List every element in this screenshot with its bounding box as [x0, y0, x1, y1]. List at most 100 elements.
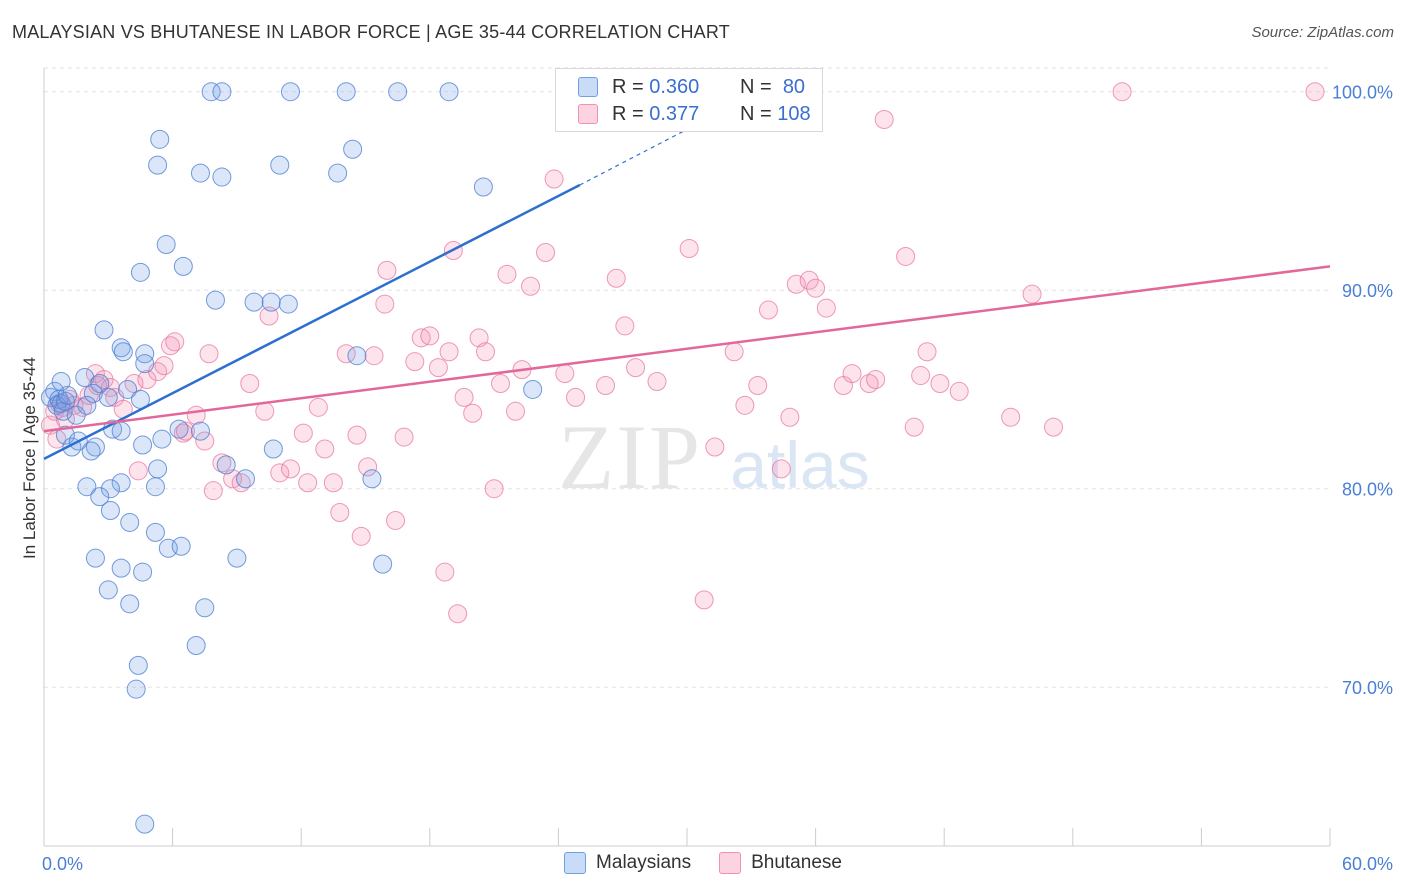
bhutanese-point [375, 294, 395, 314]
malaysians-point [100, 501, 120, 521]
malaysians-point [75, 368, 95, 388]
bhutanese-point [330, 503, 350, 523]
bhutanese-point [521, 276, 541, 296]
legend-item-bhutanese[interactable]: Bhutanese [719, 852, 842, 874]
malaysians-point [473, 177, 493, 197]
bhutanese-point [386, 510, 406, 530]
bhutanese-point [679, 239, 699, 259]
legend-swatch-malaysians [578, 77, 598, 97]
malaysians-point [190, 163, 210, 183]
malaysians-point [212, 82, 232, 102]
bhutanese-point [377, 260, 397, 280]
watermark: ZIP atlas [558, 406, 870, 508]
malaysians-point [388, 82, 408, 102]
bhutanese-point [435, 562, 455, 582]
bhutanese-point [195, 431, 215, 451]
malaysians-point [126, 679, 146, 699]
y-tick-label: 80.0% [1342, 480, 1393, 500]
series-legend: Malaysians Bhutanese [0, 852, 1406, 874]
malaysians-point [113, 342, 133, 362]
bhutanese-points [40, 82, 1325, 624]
legend-r-value: 0.377 [649, 102, 700, 125]
malaysians-point [148, 155, 168, 175]
malaysians-point [100, 479, 120, 499]
bhutanese-point [255, 401, 275, 421]
malaysians-point [235, 469, 255, 489]
malaysians-point [270, 155, 290, 175]
malaysians-point [278, 294, 298, 314]
legend-swatch-malaysians [564, 852, 587, 874]
bhutanese-point [1022, 284, 1042, 304]
bhutanese-point [280, 459, 300, 479]
malaysians-point [77, 395, 97, 415]
malaysians-trend-extension [579, 128, 688, 186]
malaysians-point [263, 439, 283, 459]
bhutanese-point [240, 373, 260, 393]
bhutanese-point [1112, 82, 1132, 102]
bhutanese-point [1001, 407, 1021, 427]
malaysians-point [58, 385, 78, 405]
malaysians-point [362, 469, 382, 489]
bhutanese-point [1305, 82, 1325, 102]
malaysians-point [156, 235, 176, 255]
malaysians-point [373, 554, 393, 574]
trend-lines [43, 128, 1331, 461]
bhutanese-point [758, 300, 778, 320]
legend-r-value: 0.360 [649, 75, 700, 98]
bhutanese-point [497, 264, 517, 284]
source-label: Source: ZipAtlas.com [1251, 24, 1394, 41]
bhutanese-point [874, 109, 894, 129]
watermark-zip: ZIP [558, 406, 702, 508]
malaysians-point [133, 562, 153, 582]
malaysians-point [148, 459, 168, 479]
malaysians-point [145, 522, 165, 542]
bhutanese-point [448, 604, 468, 624]
malaysians-point [195, 598, 215, 618]
bhutanese-point [199, 344, 219, 364]
malaysians-point [212, 167, 232, 187]
legend-item-malaysians[interactable]: Malaysians [564, 852, 691, 874]
bhutanese-point [1044, 417, 1064, 437]
malaysians-point [98, 387, 118, 407]
malaysians-point [171, 536, 191, 556]
malaysians-point [128, 655, 148, 675]
malaysians-point [51, 372, 71, 392]
stats-legend: R = 0.360 N = 80 R = 0.377 N = 108 [555, 68, 823, 132]
malaysians-point [205, 290, 225, 310]
bhutanese-point [405, 352, 425, 372]
legend-r-label: R = [612, 75, 644, 98]
malaysians-point [173, 256, 193, 276]
malaysians-point [201, 82, 221, 102]
bhutanese-point [137, 370, 157, 390]
bhutanese-point [771, 459, 791, 479]
malaysians-point [169, 419, 189, 439]
x-tick-label: 60.0% [1342, 854, 1393, 874]
malaysians-point [98, 580, 118, 600]
bhutanese-point [866, 370, 886, 390]
bhutanese-point [896, 246, 916, 266]
malaysians-point [186, 636, 206, 656]
bhutanese-point [816, 298, 836, 318]
malaysians-point [150, 129, 170, 149]
bhutanese-point [175, 421, 195, 441]
bhutanese-point [463, 403, 483, 423]
malaysians-point [120, 512, 140, 532]
malaysians-point [120, 594, 140, 614]
malaysians-point [94, 320, 114, 340]
malaysians-point [135, 354, 155, 374]
malaysians-point [439, 82, 459, 102]
bhutanese-point [506, 401, 526, 421]
bhutanese-point [491, 373, 511, 393]
x-ticks [43, 828, 1331, 846]
bhutanese-point [315, 439, 335, 459]
legend-r-label: R = [612, 102, 644, 125]
bhutanese-point [786, 274, 806, 294]
malaysians-point [135, 814, 155, 834]
bhutanese-point [128, 461, 148, 481]
bhutanese-point [606, 268, 626, 288]
y-tick-label: 90.0% [1342, 281, 1393, 301]
bhutanese-point [323, 473, 343, 493]
bhutanese-point [596, 375, 616, 395]
bhutanese-point [364, 346, 384, 366]
y-tick-label: 70.0% [1342, 678, 1393, 698]
